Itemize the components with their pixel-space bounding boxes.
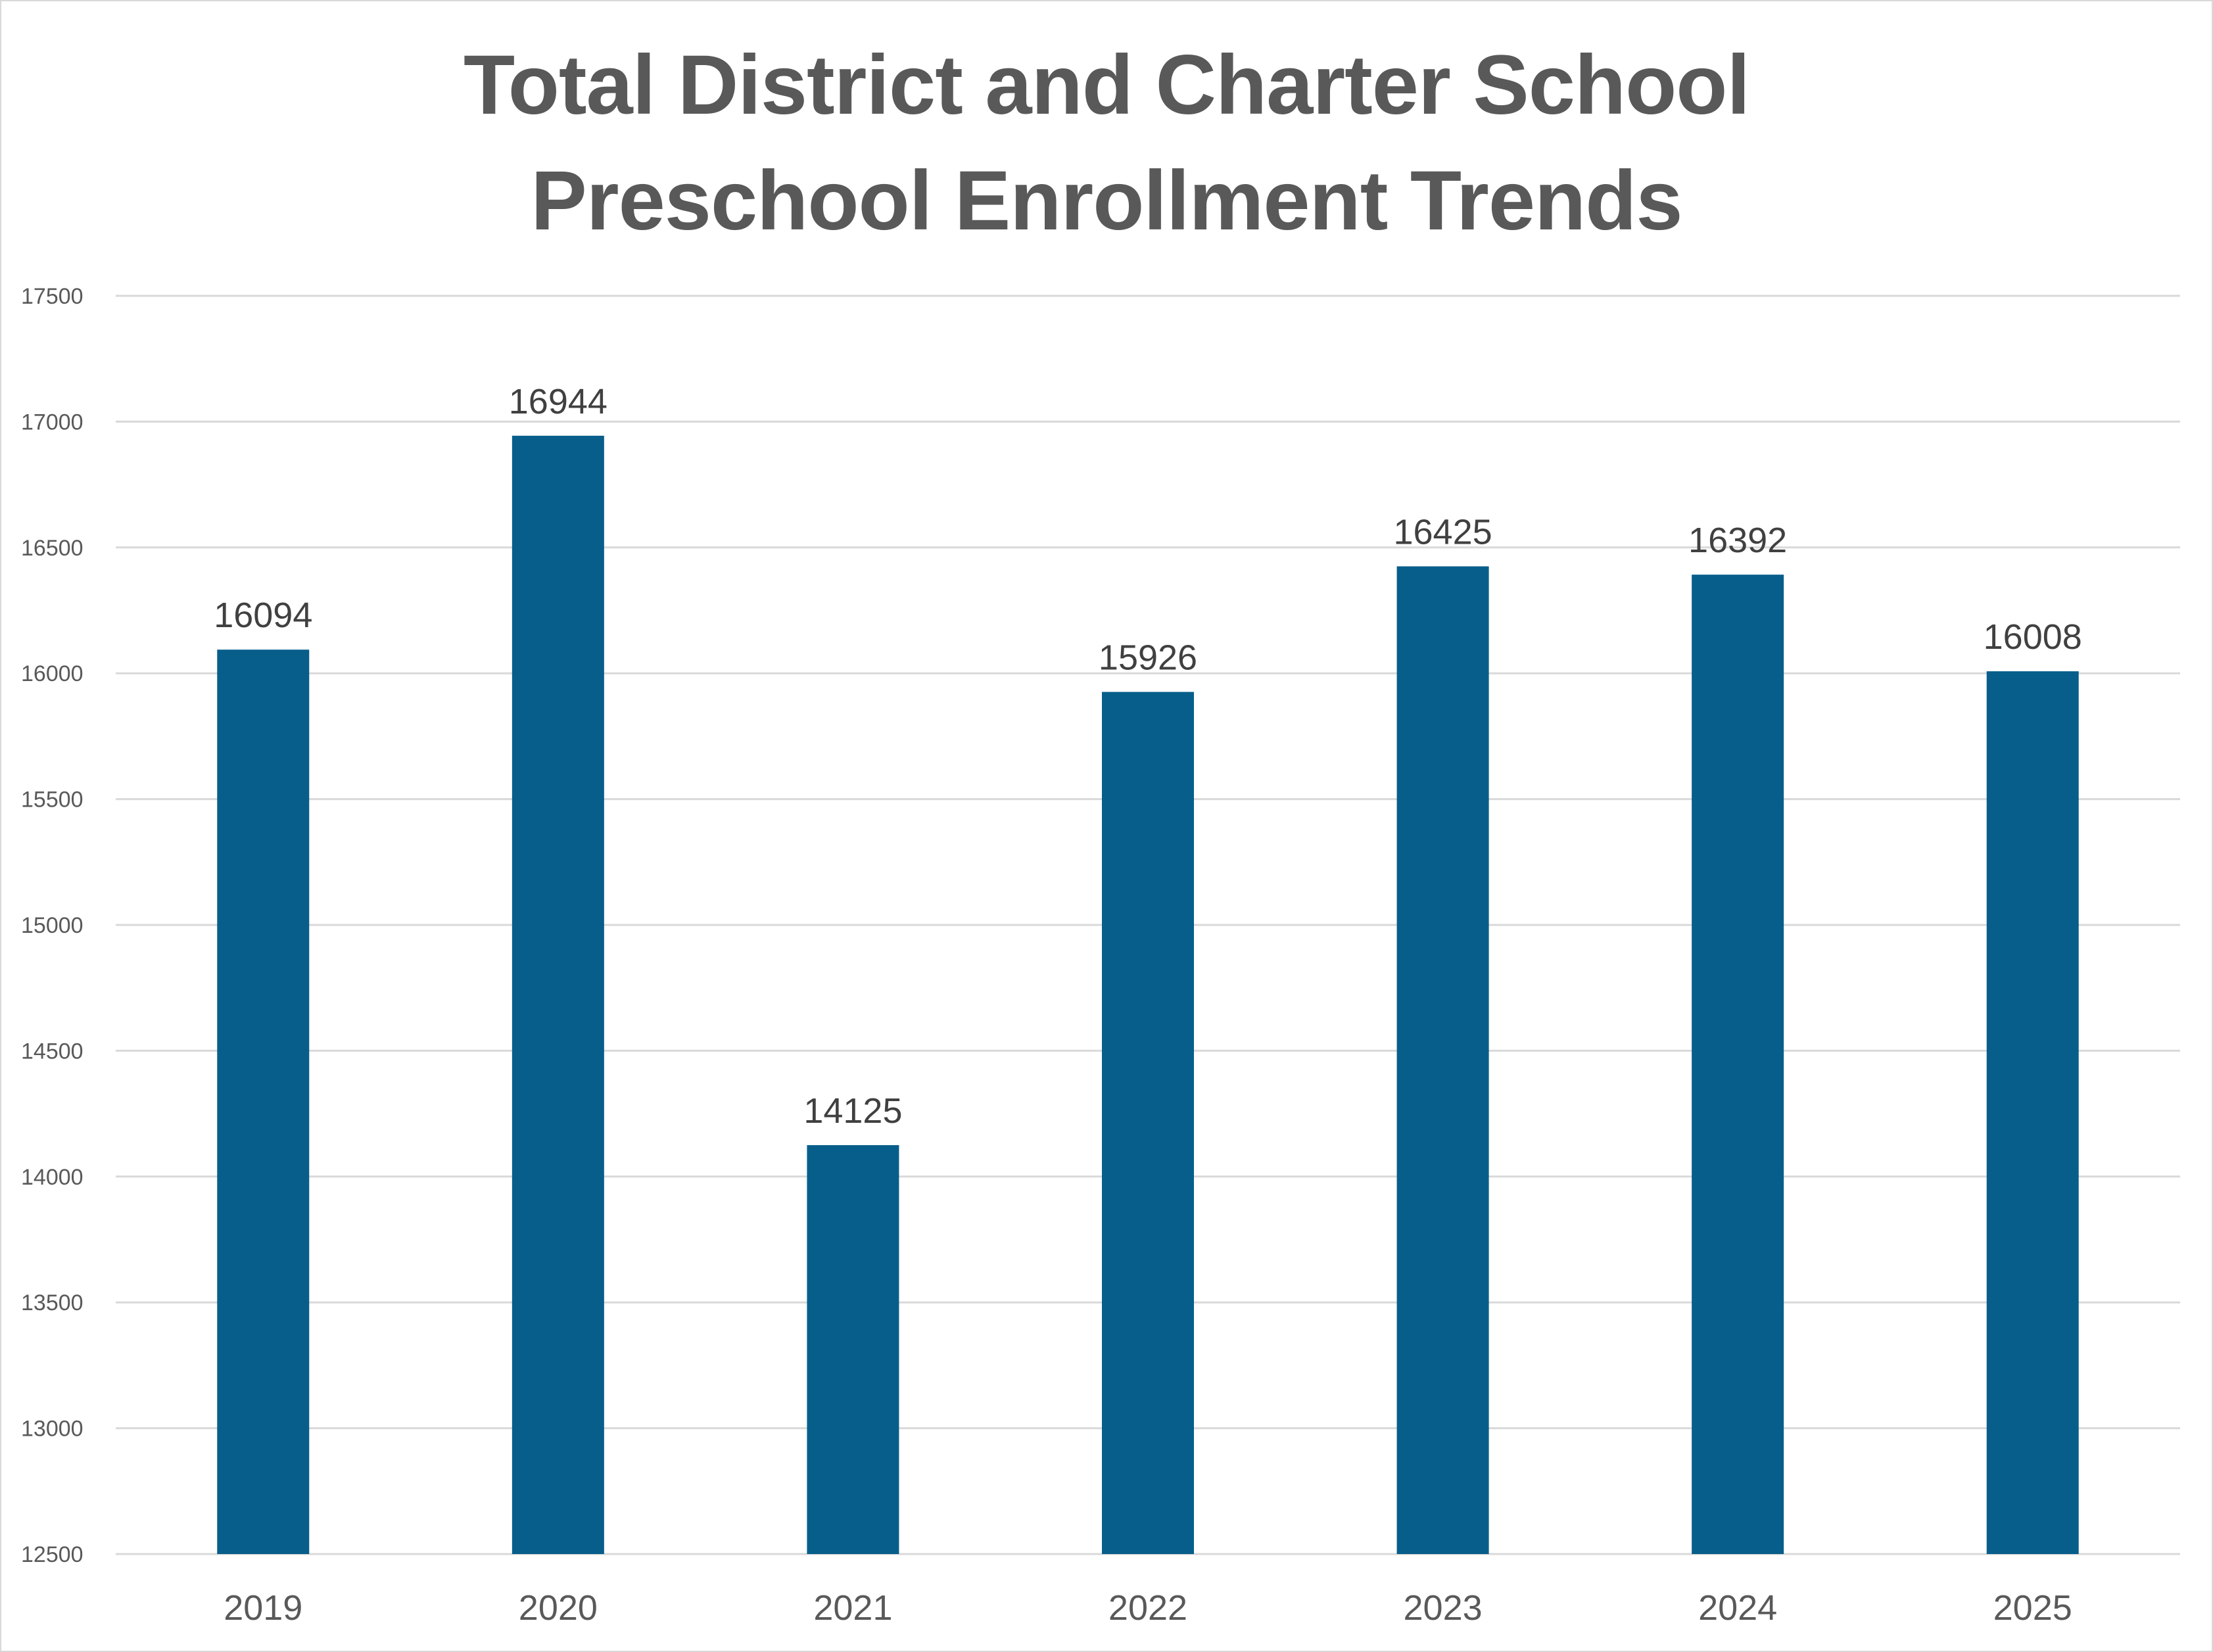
y-tick-label: 12500 xyxy=(21,1542,83,1567)
x-tick-label: 2024 xyxy=(1698,1588,1777,1628)
data-label: 14125 xyxy=(803,1091,902,1131)
data-label: 16008 xyxy=(1984,617,2082,657)
data-label: 15926 xyxy=(1099,638,1197,678)
bar-2024 xyxy=(1692,575,1784,1555)
chart-title: Total District and Charter School Presch… xyxy=(0,28,2213,259)
bars xyxy=(217,435,2079,1555)
y-tick-label: 16000 xyxy=(21,661,83,686)
y-tick-label: 17000 xyxy=(21,410,83,435)
data-labels: 16094 16944 14125 15926 16425 16392 16008 xyxy=(214,382,2082,1131)
bar-2021 xyxy=(807,1145,899,1554)
x-tick-label: 2022 xyxy=(1108,1588,1187,1628)
x-tick-label: 2023 xyxy=(1404,1588,1483,1628)
data-label: 16392 xyxy=(1688,521,1787,560)
x-tick-label: 2021 xyxy=(813,1588,892,1628)
x-axis-ticks: 2019 2020 2021 2022 2023 2024 2025 xyxy=(224,1588,2072,1628)
chart-title-line-2: Preschool Enrollment Trends xyxy=(531,154,1682,248)
x-tick-label: 2025 xyxy=(1993,1588,2072,1628)
y-tick-label: 14500 xyxy=(21,1039,83,1064)
bar-2023 xyxy=(1396,566,1489,1554)
y-axis-ticks: 12500 13000 13500 14000 14500 15000 15500 16000… xyxy=(21,284,83,1567)
y-tick-label: 15000 xyxy=(21,913,83,938)
y-tick-label: 14000 xyxy=(21,1165,83,1190)
x-tick-label: 2019 xyxy=(224,1588,302,1628)
bar-2019 xyxy=(217,649,310,1554)
data-label: 16094 xyxy=(214,596,312,635)
x-tick-label: 2020 xyxy=(519,1588,598,1628)
y-tick-label: 15500 xyxy=(21,788,83,813)
data-label: 16425 xyxy=(1393,513,1492,552)
chart-title-line-1: Total District and Charter School xyxy=(464,38,1750,132)
bar-2020 xyxy=(512,435,604,1554)
data-label: 16944 xyxy=(509,382,607,421)
y-tick-label: 13500 xyxy=(21,1290,83,1315)
bar-2022 xyxy=(1102,692,1194,1554)
y-tick-label: 16500 xyxy=(21,536,83,561)
bar-2025 xyxy=(1986,671,2079,1554)
y-tick-label: 17500 xyxy=(21,284,83,309)
y-tick-label: 13000 xyxy=(21,1417,83,1442)
